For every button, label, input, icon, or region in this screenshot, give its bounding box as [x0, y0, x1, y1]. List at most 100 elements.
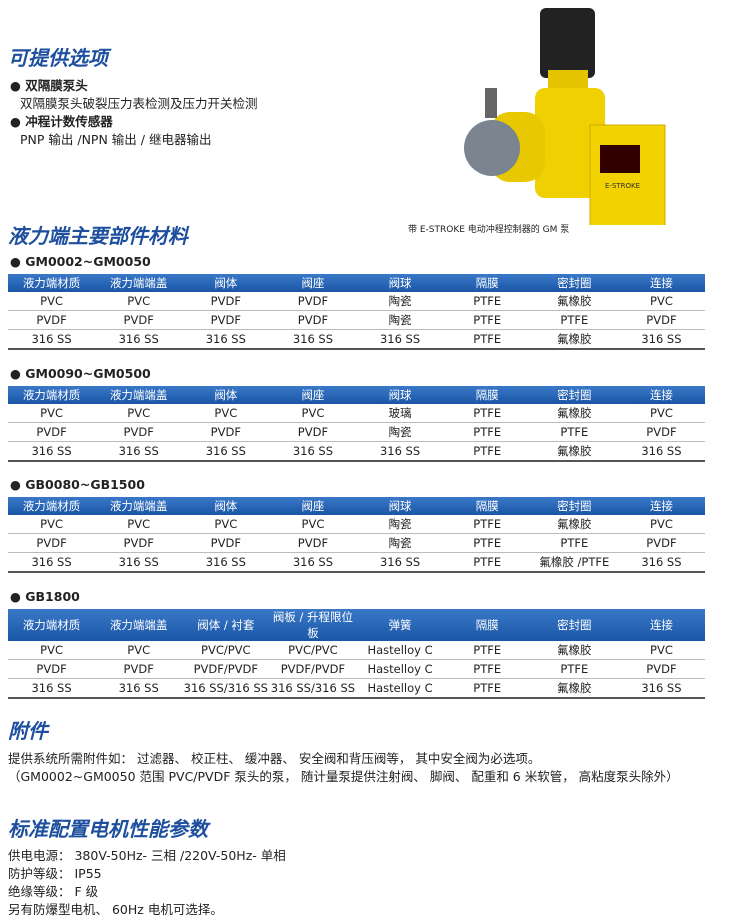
cell: 316 SS [269, 441, 357, 462]
cell: 316 SS/316 SS [269, 678, 357, 699]
cell: 316 SS [269, 552, 357, 573]
pump-image: E-STROKE [464, 8, 666, 225]
cell: 陶瓷 [356, 533, 444, 553]
header-cell: 密封圈 [530, 609, 618, 641]
material-table: 液力端材质 液力端端盖 阀体 阀座 阀球 隔膜 密封圈 连接 PVC PVC PVDF PVDF 陶瓷 P… [8, 274, 705, 350]
cell: PVC [8, 641, 96, 660]
cell: PVC [617, 515, 705, 534]
cell: 氟橡胶 [530, 678, 618, 699]
table-name: ● GB0080~GB1500 [10, 477, 145, 492]
header-cell: 密封圈 [530, 274, 618, 292]
bullet: ● 冲程计数传感器 [10, 114, 113, 129]
cell: PTFE [530, 659, 618, 679]
cell: PVDF [95, 422, 183, 442]
row: 316 SS 316 SS 316 SS 316 SS 316 SS PTFE 氟橡胶 /P… [8, 552, 705, 573]
cell: 316 SS [617, 552, 705, 573]
control-box [589, 124, 666, 225]
header-cell: 液力端端盖 [95, 386, 183, 404]
cell: 316 SS [617, 441, 705, 462]
header-cell: 阀体 / 衬套 [182, 609, 270, 641]
cell: PTFE [443, 659, 531, 679]
cell: Hastelloy C [356, 659, 444, 679]
cell: PVDF [95, 533, 183, 553]
text-line: 提供系统所需附件如： 过滤器、 校正柱、 缓冲器、 安全阀和背压阀等， 其中安全… [8, 751, 541, 766]
cell: PVDF [182, 422, 270, 442]
cell: PVDF [8, 310, 96, 330]
cell: PTFE [443, 441, 531, 462]
header-cell: 阀球 [356, 274, 444, 292]
table-title: GB1800 [25, 589, 80, 604]
cell: 316 SS [182, 552, 270, 573]
cell: PVC/PVC [182, 641, 270, 660]
table-name: ● GM0002~GM0050 [10, 254, 151, 269]
cell: PVC [8, 404, 96, 423]
cell: 氟橡胶 [530, 404, 618, 423]
header-cell: 隔膜 [443, 609, 531, 641]
cell: PVDF [617, 310, 705, 330]
cell: 316 SS [356, 441, 444, 462]
cell: 316 SS [617, 329, 705, 350]
cell: PVDF [617, 659, 705, 679]
cell: PTFE [443, 552, 531, 573]
header-cell: 连接 [617, 274, 705, 292]
material-table: 液力端材质 液力端端盖 阀体 阀座 阀球 隔膜 密封圈 连接 PVC PVC PVC PVC 陶瓷 PTF… [8, 497, 705, 573]
material-table: 液力端材质 液力端端盖 阀体 / 衬套 阀板 / 升程限位板 弹簧 隔膜 密封圈 连接 PVC P… [8, 609, 705, 699]
item-text: PNP 输出 /NPN 输出 / 继电器输出 [20, 132, 212, 147]
cell: PVDF [8, 422, 96, 442]
cell: PTFE [443, 404, 531, 423]
header-cell: 阀体 [182, 386, 270, 404]
cell: PTFE [443, 329, 531, 350]
cell: 316 SS [95, 552, 183, 573]
row: PVDF PVDF PVDF PVDF 陶瓷 PTFE PTFE PVDF [8, 422, 705, 442]
cell: 陶瓷 [356, 292, 444, 311]
header-row: 液力端材质 液力端端盖 阀体 阀座 阀球 隔膜 密封圈 连接 [8, 274, 705, 292]
header-cell: 隔膜 [443, 386, 531, 404]
header-cell: 阀体 [182, 274, 270, 292]
cell: PVDF [269, 422, 357, 442]
cell: 316 SS [356, 552, 444, 573]
header-cell: 连接 [617, 386, 705, 404]
row: PVC PVC PVC PVC 玻璃 PTFE 氟橡胶 PVC [8, 404, 705, 423]
row: 316 SS 316 SS 316 SS 316 SS 316 SS PTFE 氟橡胶 316… [8, 329, 705, 350]
cell: PVDF [8, 659, 96, 679]
body [535, 88, 605, 198]
header-cell: 阀球 [356, 386, 444, 404]
table-title: GB0080~GB1500 [25, 477, 145, 492]
valve [485, 88, 497, 118]
cell: 氟橡胶 [530, 641, 618, 660]
table-title: GM0002~GM0050 [25, 254, 151, 269]
material-table: 液力端材质 液力端端盖 阀体 阀座 阀球 隔膜 密封圈 连接 PVC PVC PVC PVC 玻璃 PTF… [8, 386, 705, 462]
cell: PVC [8, 515, 96, 534]
cell: PVC [95, 515, 183, 534]
cell: PVDF [269, 310, 357, 330]
item-text: 双隔膜泵头破裂压力表检测及压力开关检测 [20, 96, 258, 111]
cell: PVDF [617, 533, 705, 553]
cell: PVC [617, 641, 705, 660]
cell: PVC [182, 404, 270, 423]
cell: 316 SS [8, 329, 96, 350]
cell: PVDF [269, 292, 357, 311]
item-title: 双隔膜泵头 [25, 78, 88, 93]
cell: 316 SS [182, 329, 270, 350]
cell: 316 SS [617, 678, 705, 699]
header-cell: 液力端材质 [8, 497, 96, 515]
header-cell: 液力端端盖 [95, 497, 183, 515]
header-cell: 液力端端盖 [95, 274, 183, 292]
cell: PTFE [443, 292, 531, 311]
section-title: 附件 [8, 719, 48, 743]
cell: PTFE [530, 533, 618, 553]
header-cell: 液力端材质 [8, 609, 96, 641]
cell: PVC [8, 292, 96, 311]
cell: PVDF/PVDF [269, 659, 357, 679]
header-cell: 隔膜 [443, 497, 531, 515]
section-title: 标准配置电机性能参数 [8, 817, 208, 841]
row: PVDF PVDF PVDF/PVDF PVDF/PVDF Hastelloy C PTF… [8, 659, 705, 679]
header-cell: 阀座 [269, 497, 357, 515]
header-cell: 液力端端盖 [95, 609, 183, 641]
header-cell: 阀座 [269, 386, 357, 404]
text-line: 防护等级： IP55 [8, 866, 102, 881]
cell: PTFE [443, 515, 531, 534]
flange [548, 70, 588, 90]
cell: PVDF [269, 533, 357, 553]
